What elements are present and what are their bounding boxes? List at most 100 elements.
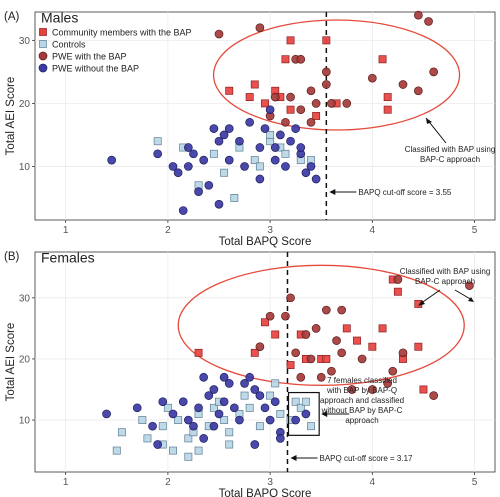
data-point-square — [143, 434, 152, 443]
data-point-circle — [214, 409, 224, 419]
data-point-square — [353, 336, 361, 345]
ellipse-annotation: Classified with BAP using — [405, 145, 496, 154]
data-point-circle — [158, 397, 168, 407]
data-point-circle — [296, 372, 306, 382]
data-point-circle — [199, 372, 209, 382]
x-tick-label: 4 — [370, 225, 376, 236]
data-point-circle — [107, 155, 117, 165]
data-point-square — [266, 130, 275, 139]
bap-c-ellipse — [177, 264, 465, 386]
y-axis-label: Total AEI Score — [5, 77, 17, 156]
data-point-square — [322, 354, 331, 363]
data-point-square — [414, 342, 423, 351]
data-point-circle — [245, 117, 255, 127]
x-tick-label: 2 — [165, 477, 171, 488]
data-point-circle — [306, 354, 316, 364]
data-point-square — [169, 446, 177, 455]
data-point-square — [271, 330, 280, 339]
data-point-circle — [321, 80, 331, 89]
x-tick-label: 5 — [472, 477, 478, 488]
data-point-square — [209, 149, 218, 158]
data-point-circle — [240, 379, 249, 388]
data-point-square — [266, 391, 275, 400]
highlight-box — [287, 391, 320, 436]
x-tick-label: 3 — [267, 225, 273, 236]
data-point-square — [245, 93, 254, 102]
x-tick-label: 4 — [370, 477, 376, 488]
box-annotation: 7 females classified — [327, 376, 397, 385]
data-point-circle — [219, 397, 229, 407]
data-point-square — [286, 361, 295, 370]
data-point-circle — [199, 434, 209, 443]
data-point-circle — [209, 124, 219, 133]
data-point-square — [276, 409, 285, 418]
data-point-circle — [265, 105, 275, 115]
data-point-circle — [204, 180, 214, 190]
data-point-square — [209, 403, 218, 412]
data-point-circle — [388, 366, 398, 376]
data-point-circle — [291, 124, 301, 133]
data-point-circle — [219, 372, 229, 382]
legend-swatch — [38, 63, 48, 73]
legend-label: PWE with the BAP — [52, 52, 127, 62]
data-point-square — [307, 422, 315, 431]
data-point-square — [138, 416, 147, 425]
y-axis-label: Total AEI Score — [5, 323, 17, 402]
data-point-circle — [229, 403, 239, 413]
data-point-circle — [265, 415, 275, 425]
data-point-square — [225, 86, 234, 95]
data-point-circle — [321, 67, 331, 77]
data-point-square — [194, 348, 203, 357]
data-point-circle — [189, 149, 198, 159]
data-point-square — [117, 428, 126, 437]
x-tick-label: 2 — [165, 225, 171, 236]
data-point-square — [163, 403, 172, 412]
data-point-square — [220, 168, 229, 177]
data-point-square — [271, 379, 280, 388]
data-point-circle — [183, 162, 193, 171]
data-point-square — [250, 156, 259, 165]
data-point-circle — [255, 143, 265, 152]
data-point-circle — [214, 199, 224, 209]
data-point-circle — [311, 99, 321, 108]
data-point-circle — [183, 143, 193, 152]
data-point-circle — [265, 311, 275, 321]
data-point-circle — [183, 415, 193, 425]
data-point-circle — [296, 54, 306, 64]
ellipse-annotation: BAP-C approach — [415, 277, 475, 286]
data-point-square — [245, 403, 254, 412]
data-point-circle — [270, 92, 280, 102]
x-tick-label: 1 — [63, 477, 69, 488]
ellipse-annotation: BAP-C approach — [420, 155, 480, 164]
data-point-circle — [286, 92, 295, 102]
data-point-circle — [224, 379, 234, 388]
data-point-circle — [367, 73, 377, 83]
data-point-circle — [306, 162, 316, 171]
data-point-circle — [281, 162, 290, 171]
data-point-circle — [194, 187, 203, 196]
data-point-circle — [250, 385, 260, 394]
data-point-square — [174, 416, 183, 425]
data-point-circle — [240, 162, 249, 171]
data-point-circle — [275, 130, 285, 140]
data-point-square — [301, 397, 310, 406]
data-point-square — [312, 112, 321, 120]
data-point-square — [194, 446, 203, 455]
data-point-circle — [465, 281, 474, 290]
data-point-circle — [296, 105, 306, 115]
data-point-circle — [204, 391, 214, 400]
data-point-circle — [168, 162, 178, 171]
panel-title: Females — [41, 249, 95, 265]
data-point-circle — [148, 421, 157, 431]
data-point-square — [281, 149, 290, 158]
box-annotation: approach — [345, 416, 378, 425]
data-point-circle — [291, 415, 301, 425]
data-point-square — [393, 287, 402, 296]
data-point-circle — [178, 206, 188, 215]
data-point-circle — [189, 421, 198, 431]
data-point-circle — [357, 354, 367, 364]
data-point-square — [368, 342, 377, 351]
data-point-circle — [270, 397, 280, 407]
data-point-circle — [327, 99, 336, 108]
box-annotation: without BAP by BAP-C — [321, 406, 403, 415]
